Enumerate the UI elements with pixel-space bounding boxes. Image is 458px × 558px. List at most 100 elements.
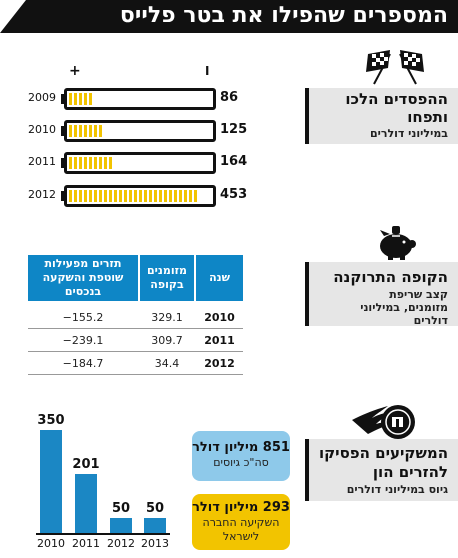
table-cell-flow: −184.7	[62, 357, 104, 370]
battery-fill-segment	[94, 157, 97, 169]
battery-fill-segment	[109, 190, 112, 202]
investors-panel	[305, 439, 458, 501]
battery-fill-segment	[89, 125, 92, 137]
battery-terminal	[61, 126, 65, 136]
investment-bar-value: 50	[145, 501, 165, 517]
battery-fill-segment	[74, 157, 77, 169]
battery-fill-segment	[109, 157, 112, 169]
table-header-year: שנה	[196, 255, 243, 301]
battery-fill-segment	[99, 157, 102, 169]
battery-fill-segment	[189, 190, 192, 202]
battery-frame	[64, 152, 216, 174]
battery-fill-segment	[154, 190, 157, 202]
investment-bar-year: 2011	[72, 537, 100, 550]
battery-fill-segment	[74, 125, 77, 137]
battery-fill-segment	[99, 190, 102, 202]
battery-fill-segment	[94, 125, 97, 137]
bar-chart-baseline	[36, 533, 170, 535]
battery-fill-segment	[174, 190, 177, 202]
battery-year-label: 2010	[28, 123, 56, 136]
battery-fill-segment	[79, 190, 82, 202]
battery-fill-segment	[89, 93, 92, 105]
losses-panel	[305, 88, 458, 144]
battery-fill	[69, 157, 114, 169]
cash-subtitle-line1: קצב שריפת	[389, 288, 448, 301]
losses-title-line2: ותפחו	[407, 108, 448, 126]
table-cell-year: 2012	[204, 357, 235, 370]
battery-minus-sign: I	[205, 64, 210, 78]
battery-fill-segment	[74, 190, 77, 202]
israel-investment-value: 293 מיליון דולר	[192, 500, 290, 515]
investment-bar-value: 350	[37, 413, 65, 428]
battery-fill-segment	[144, 190, 147, 202]
table-cell-year: 2010	[204, 311, 235, 324]
battery-fill-segment	[94, 190, 97, 202]
battery-fill-segment	[119, 190, 122, 202]
battery-year-label: 2009	[28, 91, 56, 104]
investment-bar	[75, 473, 97, 533]
battery-fill-segment	[84, 190, 87, 202]
battery-terminal	[61, 94, 65, 104]
table-header-cash: מזומנים בקופה	[140, 255, 194, 301]
investment-bar-year: 2010	[37, 537, 65, 550]
cash-subtitle-line3: דולרים	[413, 314, 448, 327]
battery-terminal	[61, 158, 65, 168]
battery-fill-segment	[99, 125, 102, 137]
battery-year-label: 2012	[28, 188, 56, 201]
table-cell-year: 2011	[204, 334, 235, 347]
battery-fill-segment	[139, 190, 142, 202]
battery-fill-segment	[74, 93, 77, 105]
checkered-flags-icon	[366, 50, 424, 85]
table-cell-flow: −155.2	[62, 311, 104, 324]
battery-value-label: 86	[220, 90, 239, 105]
battery-fill-segment	[89, 190, 92, 202]
battery-fill	[69, 93, 94, 105]
battery-fill-segment	[89, 157, 92, 169]
battery-fill-segment	[69, 190, 72, 202]
battery-value-label: 453	[220, 187, 248, 202]
battery-fill-segment	[84, 157, 87, 169]
battery-terminal	[61, 191, 65, 201]
cash-subtitle-line2: מזומנים, במיליוני	[360, 301, 448, 314]
battery-value-label: 164	[220, 154, 248, 169]
table-header-flow: תזרים מפעילות שוטפת והשקעה בנכסים	[28, 255, 138, 301]
investment-bar-value: 201	[72, 456, 100, 472]
battery-fill-segment	[84, 125, 87, 137]
battery-fill-segment	[79, 93, 82, 105]
battery-fill-segment	[169, 190, 172, 202]
investment-bar-value: 50	[111, 501, 131, 517]
total-raised-label: סה"כ גיוסים	[213, 456, 269, 469]
header-bar	[0, 0, 458, 33]
battery-fill-segment	[84, 93, 87, 105]
battery-fill-segment	[69, 93, 72, 105]
flaming-coin-icon	[352, 405, 415, 439]
battery-fill-segment	[129, 190, 132, 202]
table-row-divider	[28, 351, 243, 352]
investment-bar	[110, 518, 132, 533]
total-raised-value: 851 מיליון דולר	[192, 440, 290, 455]
table-row-divider	[28, 328, 243, 329]
cash-panel	[305, 262, 458, 326]
battery-fill-segment	[149, 190, 152, 202]
battery-value-label: 125	[220, 122, 248, 137]
battery-fill-segment	[124, 190, 127, 202]
investors-subtitle: גיוס במיליוני דולרים	[346, 483, 448, 496]
israel-investment-label-line2: לישראל	[222, 530, 260, 543]
investors-title-line1: המשקיעים הפסיקו	[318, 444, 448, 462]
table-cell-cash: 329.1	[151, 311, 183, 324]
israel-investment-callout: 293 מיליון דולר השקיעה החברה לישראל	[192, 494, 290, 550]
table-cell-cash: 34.4	[154, 357, 180, 370]
battery-fill-segment	[179, 190, 182, 202]
investment-bar-year: 2012	[107, 537, 135, 550]
battery-fill-segment	[164, 190, 167, 202]
losses-subtitle: במיליוני דולרים	[369, 127, 448, 140]
investment-bar	[144, 518, 166, 533]
battery-fill-segment	[69, 125, 72, 137]
battery-fill-segment	[194, 190, 197, 202]
battery-frame	[64, 185, 216, 207]
battery-fill-segment	[69, 157, 72, 169]
table-row-divider	[28, 374, 243, 375]
battery-fill-segment	[79, 157, 82, 169]
battery-fill	[69, 190, 199, 202]
battery-fill-segment	[184, 190, 187, 202]
